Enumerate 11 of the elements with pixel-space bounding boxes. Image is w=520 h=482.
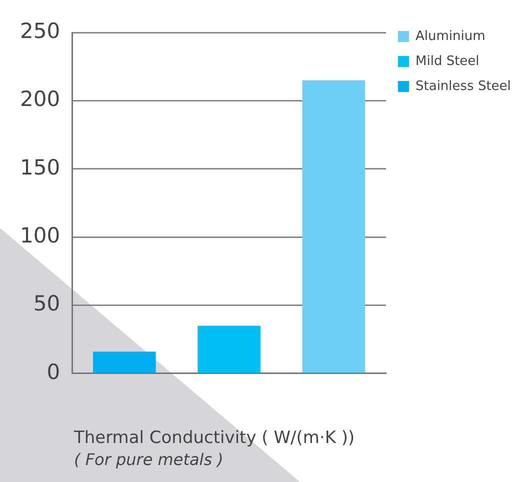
y-tick-label: 50 [33, 292, 60, 316]
y-tick-label: 100 [20, 224, 60, 248]
legend-label: Aluminium [416, 28, 486, 44]
x-axis-title: Thermal Conductivity ( W/(m·K )) [74, 428, 356, 448]
y-tick-label: 150 [20, 155, 60, 180]
y-tick-label: 0 [46, 360, 60, 384]
legend-label: Stainless Steel [416, 78, 511, 94]
text: ( For pure metals ) [74, 450, 224, 469]
y-tick-label: 200 [20, 87, 60, 112]
y-tick-label: 250 [20, 19, 60, 44]
legend-label: Mild Steel [416, 54, 480, 69]
